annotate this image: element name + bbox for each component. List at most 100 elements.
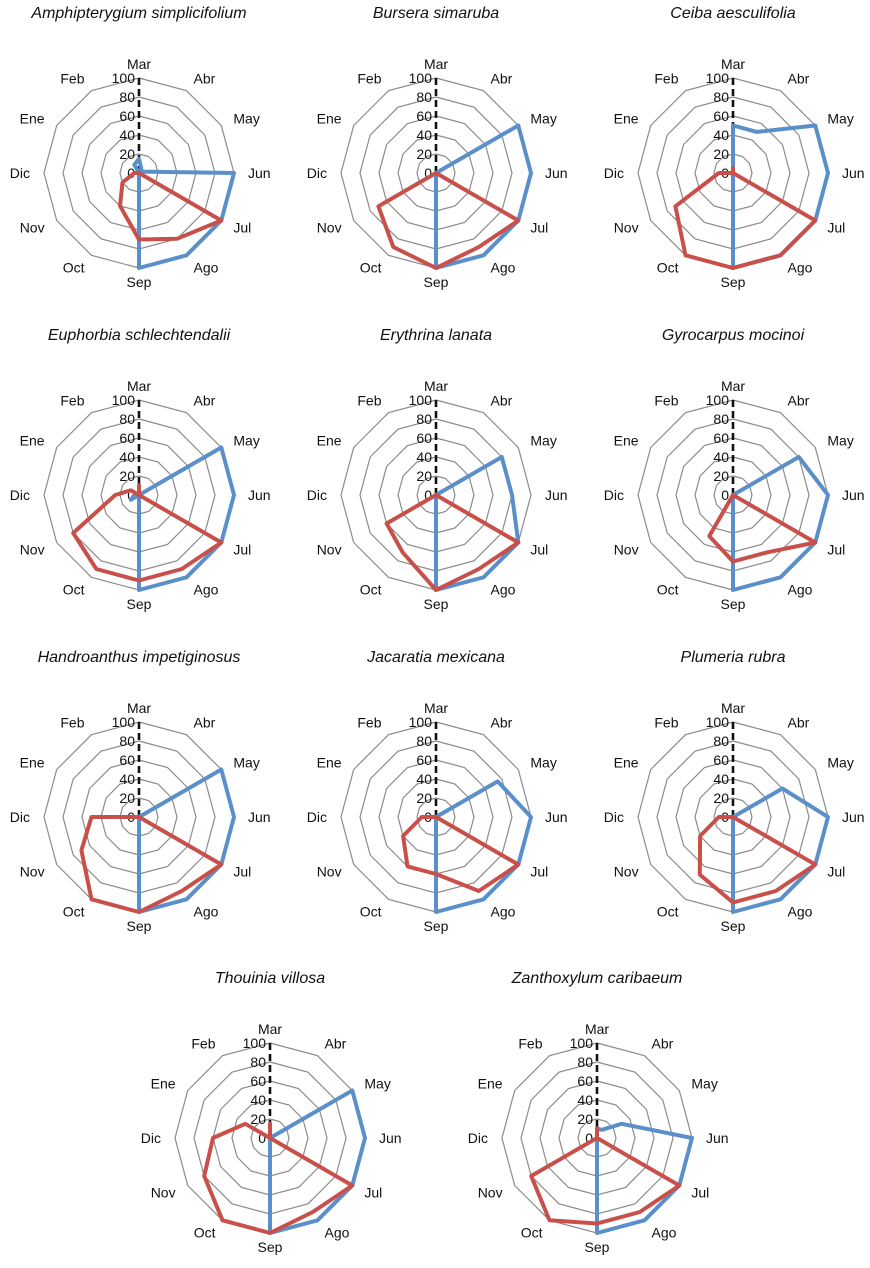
- tick-label: 40: [577, 1092, 593, 1108]
- tick-label: 80: [577, 1054, 593, 1070]
- tick-label: 0: [258, 1130, 266, 1146]
- chart-title: Ceiba aesculifolia: [670, 5, 796, 22]
- category-label: Dic: [307, 165, 327, 181]
- tick-label: 80: [713, 89, 729, 105]
- series-line: [202, 1121, 355, 1235]
- category-label: May: [530, 111, 556, 127]
- tick-label: 60: [713, 752, 729, 768]
- category-label: May: [233, 755, 259, 771]
- tick-label: 20: [713, 790, 729, 806]
- tick-label: 80: [416, 89, 432, 105]
- category-label: Mar: [258, 1021, 282, 1037]
- radar-chart: Euphorbia schlechtendalii 0 20 40 60 80 100Mar…: [10, 327, 271, 612]
- tick-label: 20: [119, 146, 135, 162]
- series-line: [71, 483, 224, 583]
- radar-chart: Jacaratia mexicana020406080100MarAbrMayJ…: [307, 649, 568, 934]
- category-label: Ago: [194, 903, 219, 919]
- tick-label: 100: [706, 714, 730, 730]
- tick-label: 100: [112, 70, 136, 86]
- category-label: Feb: [654, 393, 678, 409]
- tick-label: 60: [416, 430, 432, 446]
- tick-label: 40: [416, 449, 432, 465]
- category-label: Feb: [654, 71, 678, 87]
- category-label: May: [364, 1076, 390, 1092]
- category-label: Mar: [424, 56, 448, 72]
- category-label: Oct: [194, 1224, 216, 1240]
- category-label: Mar: [585, 1021, 609, 1037]
- category-label: Oct: [360, 581, 382, 597]
- category-label: Nov: [20, 542, 45, 558]
- chart-title: Amphipterygium simplicifolium: [30, 5, 246, 22]
- category-label: Ene: [317, 755, 342, 771]
- chart-title: Handroanthus impetiginosus: [38, 649, 241, 666]
- category-label: Oct: [657, 259, 679, 275]
- category-label: Sep: [424, 274, 449, 290]
- category-label: Feb: [191, 1036, 215, 1052]
- tick-label: 100: [409, 714, 433, 730]
- category-label: Sep: [424, 918, 449, 934]
- category-label: Sep: [721, 274, 746, 290]
- tick-label: 80: [119, 733, 135, 749]
- category-label: Nov: [478, 1185, 503, 1201]
- category-label: Sep: [424, 596, 449, 612]
- category-label: Feb: [60, 715, 84, 731]
- category-label: Sep: [127, 596, 152, 612]
- tick-label: 60: [250, 1073, 266, 1089]
- category-label: Ene: [20, 433, 45, 449]
- category-label: Ene: [317, 433, 342, 449]
- radar-chart: Ceiba aesculifolia020406080100MarAbrMayJ…: [604, 5, 865, 290]
- category-label: Feb: [357, 393, 381, 409]
- tick-label: 60: [713, 430, 729, 446]
- category-label: Jun: [706, 1130, 729, 1146]
- radar-chart: Plumeria rubra020406080100MarAbrMayJunJu…: [604, 649, 865, 934]
- tick-label: 40: [250, 1092, 266, 1108]
- category-label: Nov: [317, 220, 342, 236]
- category-label: Sep: [127, 918, 152, 934]
- category-label: Jun: [842, 165, 865, 181]
- tick-label: 40: [119, 771, 135, 787]
- category-label: Jun: [545, 809, 568, 825]
- category-label: Jun: [248, 165, 271, 181]
- category-label: Dic: [604, 165, 624, 181]
- tick-label: 40: [119, 127, 135, 143]
- category-label: Abr: [194, 393, 216, 409]
- category-label: Feb: [518, 1036, 542, 1052]
- category-label: Oct: [63, 259, 85, 275]
- category-label: Jun: [842, 809, 865, 825]
- category-label: May: [530, 433, 556, 449]
- category-label: Ago: [491, 581, 516, 597]
- category-label: Jul: [827, 220, 845, 236]
- chart-title: Erythrina lanata: [380, 327, 492, 344]
- category-label: Oct: [63, 581, 85, 597]
- tick-label: 0: [585, 1130, 593, 1146]
- category-label: Sep: [127, 274, 152, 290]
- category-label: Ago: [194, 259, 219, 275]
- category-label: Ago: [788, 581, 813, 597]
- category-label: Dic: [307, 487, 327, 503]
- tick-label: 100: [112, 392, 136, 408]
- category-label: Jul: [827, 542, 845, 558]
- category-label: Ene: [478, 1076, 503, 1092]
- category-label: Ago: [194, 581, 219, 597]
- category-label: Jun: [842, 487, 865, 503]
- series-line: [132, 156, 236, 270]
- category-label: Mar: [721, 378, 745, 394]
- tick-label: 100: [706, 70, 730, 86]
- tick-label: 0: [721, 487, 729, 503]
- tick-label: 40: [713, 771, 729, 787]
- tick-label: 60: [119, 108, 135, 124]
- category-label: Dic: [604, 809, 624, 825]
- category-label: May: [827, 111, 853, 127]
- category-label: Ago: [788, 903, 813, 919]
- chart-title: Bursera simaruba: [373, 5, 499, 22]
- category-label: Dic: [604, 487, 624, 503]
- category-label: May: [530, 755, 556, 771]
- category-label: Nov: [20, 220, 45, 236]
- series-line: [529, 1126, 682, 1226]
- category-label: Jul: [530, 542, 548, 558]
- category-label: Dic: [307, 809, 327, 825]
- tick-label: 0: [424, 165, 432, 181]
- category-label: Mar: [127, 700, 151, 716]
- category-label: Sep: [721, 596, 746, 612]
